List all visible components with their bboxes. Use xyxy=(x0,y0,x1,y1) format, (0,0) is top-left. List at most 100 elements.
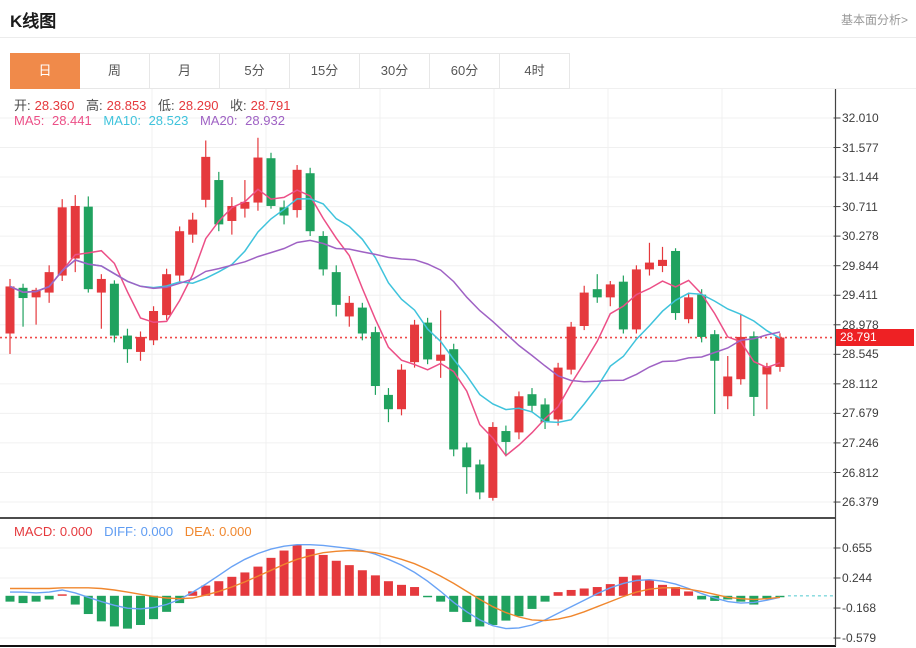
macd-hist-bar xyxy=(70,595,80,605)
macd-hist-bar xyxy=(684,591,694,596)
ma20-line xyxy=(9,239,781,383)
macd-hist-bar xyxy=(631,575,641,596)
axis-tick-label: 28.978 xyxy=(842,318,879,332)
macd-label: MACD: xyxy=(14,524,56,539)
macd-hist-bar xyxy=(579,588,589,596)
candle-body-up xyxy=(684,297,694,320)
page-header: K线图 基本面分析> xyxy=(0,0,916,38)
macd-value: 0.000 xyxy=(59,524,93,539)
macd-hist-bar xyxy=(44,595,54,600)
kline-chart-canvas[interactable] xyxy=(0,89,916,648)
macd-hist-bar xyxy=(18,595,28,604)
macd-hist-bar xyxy=(83,595,93,615)
tab-hour4[interactable]: 4时 xyxy=(500,53,570,89)
candle-body-up xyxy=(410,324,420,363)
candle-body-up xyxy=(658,259,667,266)
macd-hist-bar xyxy=(318,554,328,596)
macd-hist-bar xyxy=(462,595,472,623)
macd-hist-bar xyxy=(136,595,145,625)
macd-hist-bar xyxy=(475,595,485,627)
macd-hist-bar xyxy=(775,595,785,598)
candle-body-down xyxy=(383,394,393,410)
last-price-badge: 28.791 xyxy=(836,329,914,346)
macd-hist-bar xyxy=(266,557,276,596)
tab-min60[interactable]: 60分 xyxy=(430,53,500,89)
macd-hist-bar xyxy=(383,581,393,596)
macd-hist-bar xyxy=(436,595,446,602)
axis-tick-label: 27.246 xyxy=(842,436,879,450)
candle-body-up xyxy=(723,376,733,397)
candle-body-up xyxy=(31,289,41,298)
macd-hist-bar xyxy=(344,565,354,596)
macd-hist-bar xyxy=(31,595,41,602)
axis-tick-label: 31.577 xyxy=(842,141,879,155)
close-value: 28.791 xyxy=(250,98,291,113)
axis-tick-label: 0.244 xyxy=(842,571,873,585)
ma5-value: 28.441 xyxy=(51,113,92,128)
macd-readout: MACD: 0.000 DIFF: 0.000 DEA: 0.000 xyxy=(14,524,260,539)
candle-body-up xyxy=(631,269,641,330)
candle-body-down xyxy=(449,349,459,450)
macd-hist-bar xyxy=(331,560,341,596)
close-label: 收: xyxy=(230,98,247,113)
ohlc-readout: 开: 28.360 高: 28.853 低: 28.290 收: 28.791 xyxy=(14,95,298,114)
ma20-label: MA20: xyxy=(199,113,238,128)
macd-hist-bar xyxy=(514,595,524,617)
tab-week[interactable]: 周 xyxy=(80,53,150,89)
macd-hist-bar xyxy=(96,595,106,622)
candle-body-down xyxy=(331,272,341,305)
candle-body-down xyxy=(122,335,132,350)
candle-body-down xyxy=(697,294,707,337)
candle-body-down xyxy=(357,307,367,334)
macd-hist-bar xyxy=(618,576,628,596)
candle-body-up xyxy=(488,426,498,498)
candle-body-up xyxy=(579,292,589,327)
fundamental-analysis-link[interactable]: 基本面分析> xyxy=(840,13,908,27)
low-label: 低: xyxy=(158,98,175,113)
axis-tick-label: 32.010 xyxy=(842,111,879,125)
axis-tick-label: 28.545 xyxy=(842,347,879,361)
macd-hist-bar xyxy=(553,592,563,596)
macd-hist-bar xyxy=(527,595,537,609)
diff-label: DIFF: xyxy=(104,524,137,539)
candle-body-up xyxy=(553,367,563,420)
candle-body-down xyxy=(109,283,119,336)
tab-month[interactable]: 月 xyxy=(150,53,220,89)
candle-body-up xyxy=(57,207,67,276)
kline-chart-region[interactable]: 开: 28.360 高: 28.853 低: 28.290 收: 28.791 MA5:… xyxy=(0,89,916,648)
candle-body-down xyxy=(527,394,537,406)
candle-body-up xyxy=(644,262,654,270)
macd-hist-bar xyxy=(397,584,406,596)
dea-label: DEA: xyxy=(184,524,216,539)
tab-min15[interactable]: 15分 xyxy=(290,53,360,89)
candle-body-up xyxy=(96,278,106,293)
macd-hist-bar xyxy=(305,549,315,596)
candle-body-up xyxy=(175,231,185,276)
candle-body-up xyxy=(201,156,211,200)
macd-hist-bar xyxy=(109,595,119,627)
candle-body-up xyxy=(344,302,354,317)
ma10-line xyxy=(9,198,781,424)
ma5-line xyxy=(9,188,781,457)
macd-hist-bar xyxy=(122,595,132,629)
macd-hist-bar xyxy=(566,589,576,596)
candle-body-down xyxy=(370,332,380,387)
macd-hist-bar xyxy=(292,544,302,596)
axis-tick-label: 26.812 xyxy=(842,466,879,480)
macd-hist-bar xyxy=(671,587,681,596)
candle-body-down xyxy=(671,250,681,314)
dea-value: 0.000 xyxy=(219,524,252,539)
candle-body-down xyxy=(305,173,315,232)
tab-day[interactable]: 日 xyxy=(10,53,80,89)
low-value: 28.290 xyxy=(178,98,219,113)
macd-hist-bar xyxy=(749,595,759,605)
macd-hist-bar xyxy=(188,591,198,596)
axis-tick-label: 29.411 xyxy=(842,288,878,302)
candle-body-down xyxy=(423,322,433,360)
axis-tick-label: 30.278 xyxy=(842,229,879,243)
tab-bar-filler xyxy=(570,53,916,89)
open-label: 开: xyxy=(14,98,31,113)
candle-body-down xyxy=(501,431,511,442)
tab-min5[interactable]: 5分 xyxy=(220,53,290,89)
tab-min30[interactable]: 30分 xyxy=(360,53,430,89)
